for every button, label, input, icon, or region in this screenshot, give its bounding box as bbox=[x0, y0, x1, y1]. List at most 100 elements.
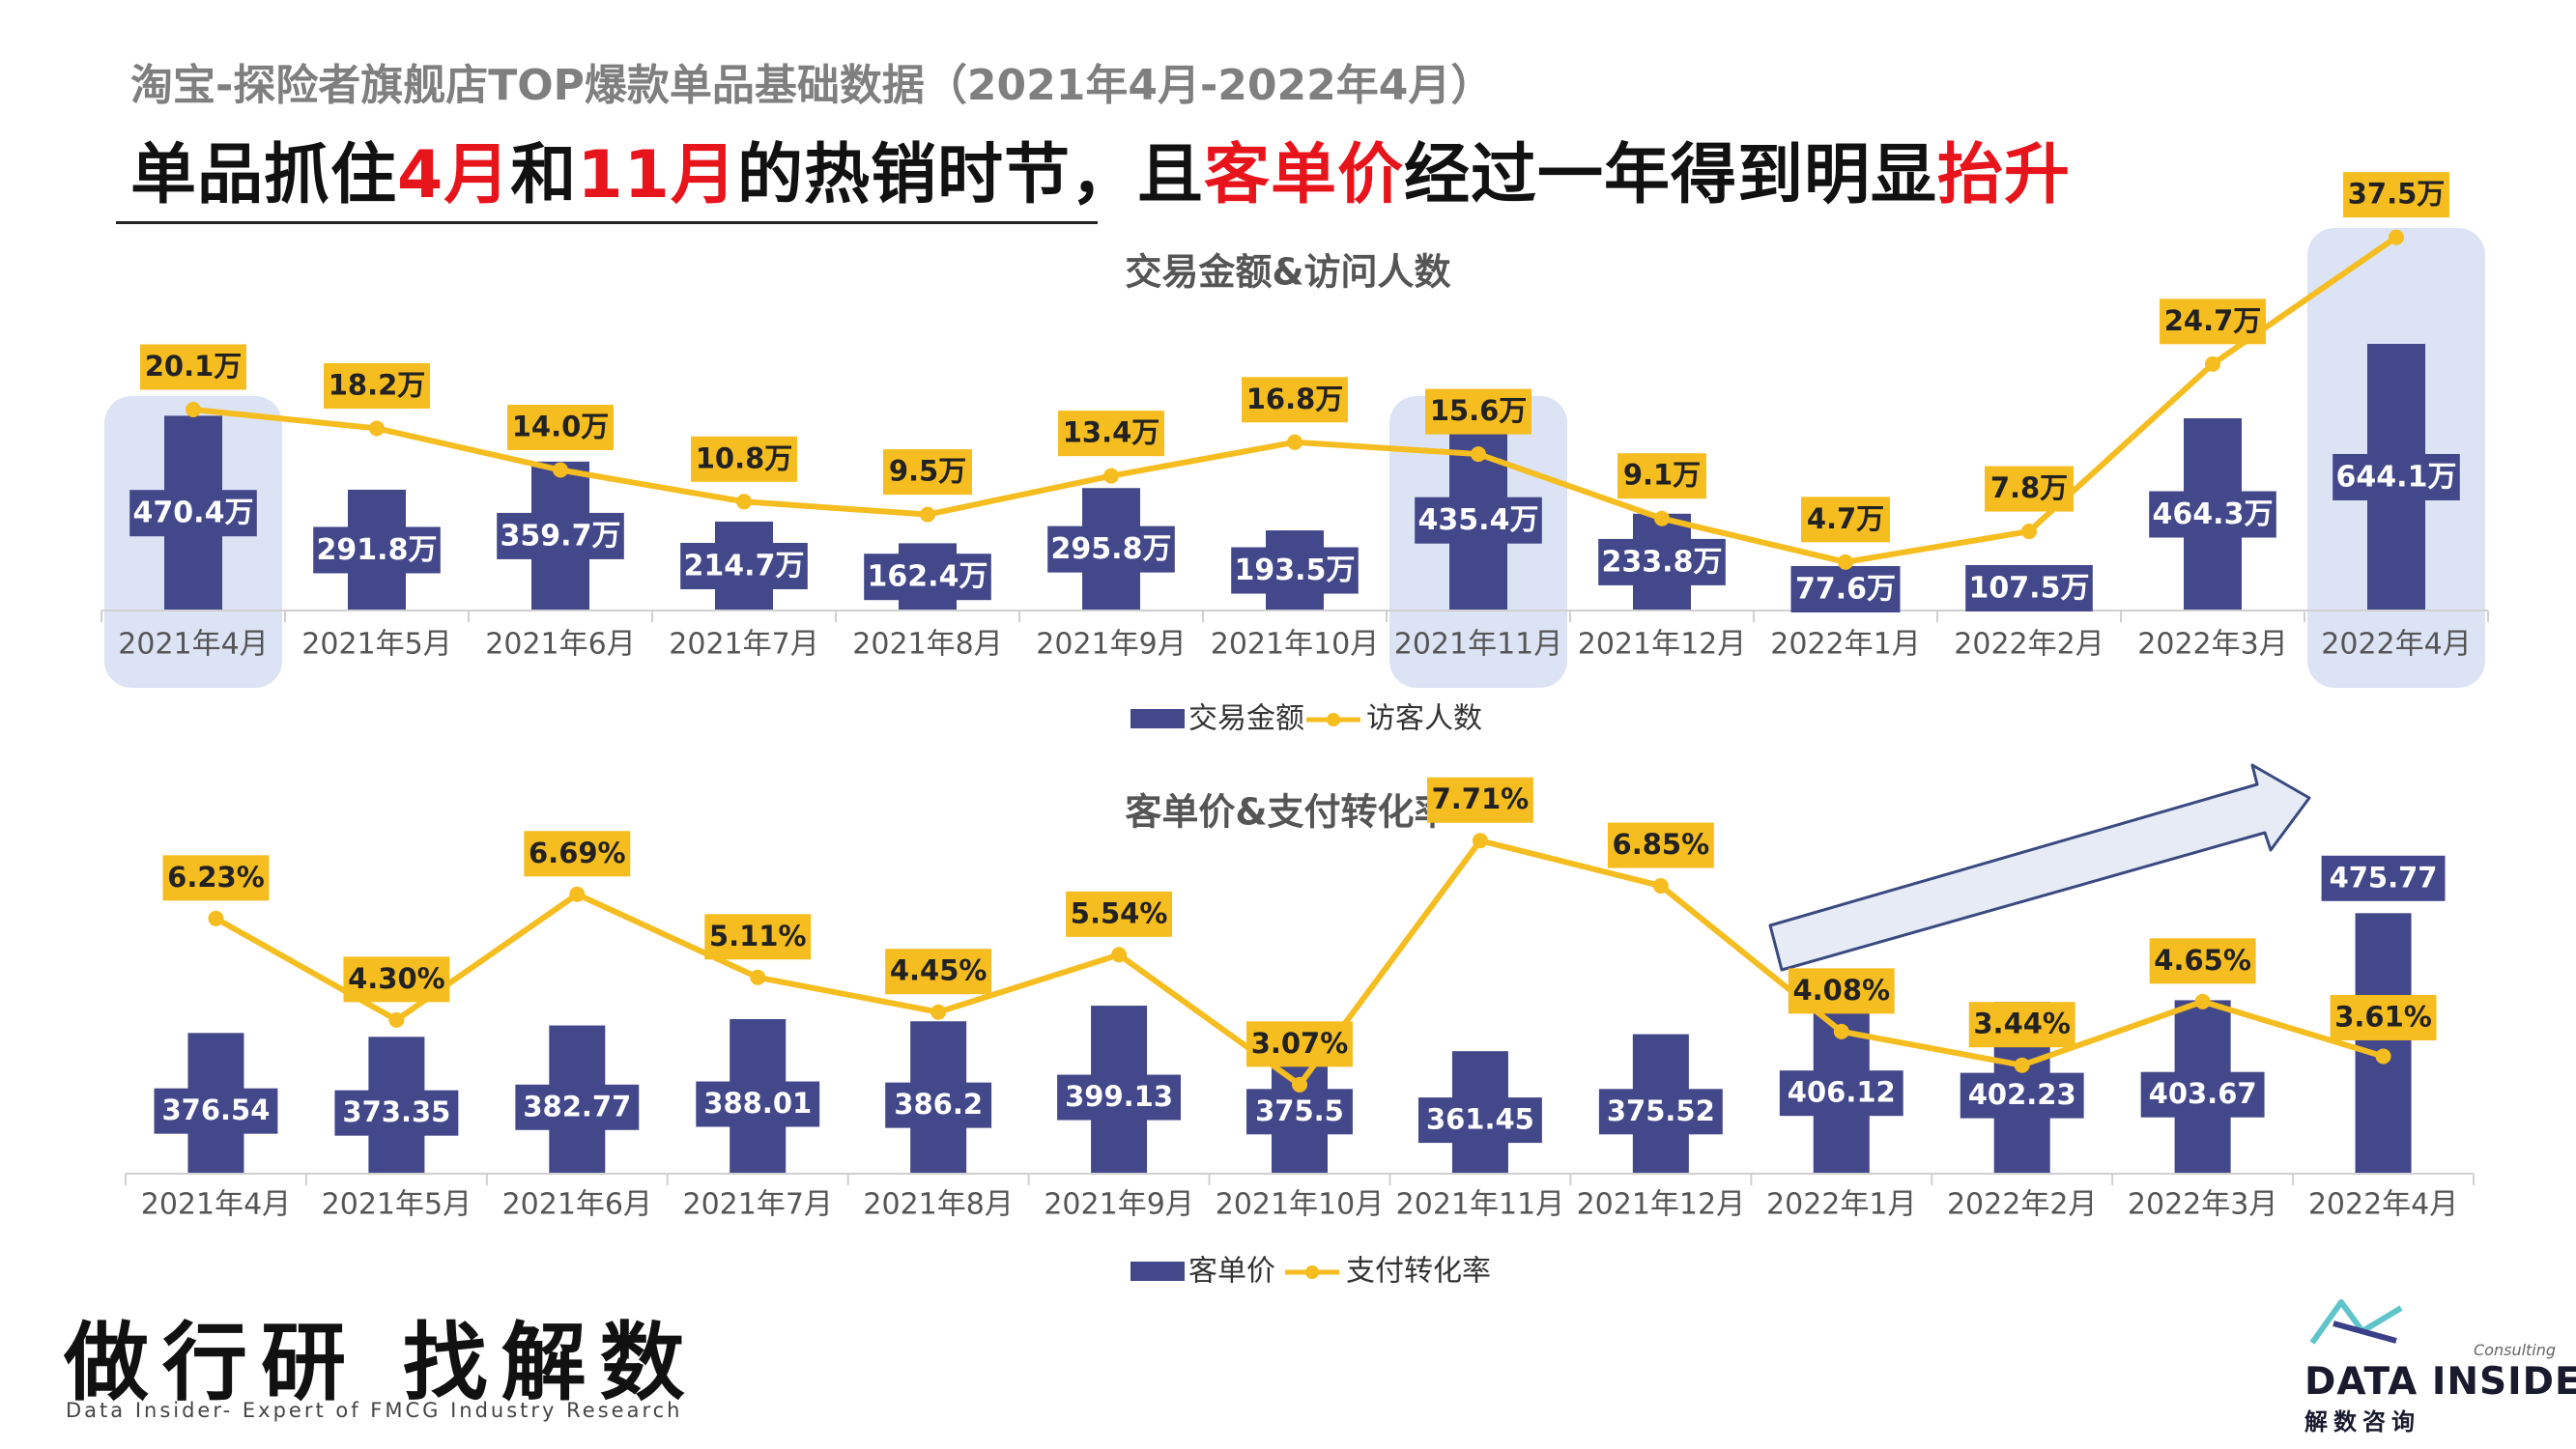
point-visitors bbox=[920, 506, 935, 523]
bar-value-label-text: 388.01 bbox=[703, 1087, 812, 1120]
bar-value-label: 375.52 bbox=[1598, 1089, 1723, 1135]
x-tick-label: 2021年12月 bbox=[1577, 1188, 1746, 1222]
chart2-title: 客单价&支付转化率 bbox=[1125, 791, 1450, 834]
bar-value-label: 376.54 bbox=[154, 1088, 278, 1134]
data-insider-logo-icon bbox=[2309, 1299, 2403, 1345]
point-conversion-rate bbox=[388, 1011, 405, 1028]
line-value-label-bg bbox=[324, 362, 430, 409]
x-tick-label: 2021年11月 bbox=[1396, 1188, 1565, 1222]
x-tick-label: 2021年7月 bbox=[669, 628, 818, 662]
bar-value-label-bg bbox=[313, 526, 441, 574]
line-value-label-bg bbox=[1788, 968, 1895, 1014]
bar-value-label: 399.13 bbox=[1057, 1074, 1182, 1121]
bar-value-label: 291.8万 bbox=[313, 526, 441, 574]
chart1-title: 交易金额&访问人数 bbox=[1125, 251, 1450, 294]
point-conversion-rate bbox=[2014, 1057, 2030, 1073]
point-conversion-rate bbox=[1292, 1076, 1307, 1093]
line-value-label-bg bbox=[2149, 938, 2256, 984]
line-value-label-text: 7.8万 bbox=[1990, 471, 2068, 504]
x-tick-label: 2021年9月 bbox=[1044, 1188, 1193, 1222]
line-value-label: 4.08% bbox=[1788, 968, 1895, 1014]
bar-value-label-text: 644.1万 bbox=[2336, 460, 2457, 494]
bar-unit-price bbox=[2355, 913, 2412, 1174]
headline-part: 抬升 bbox=[1937, 137, 2072, 213]
x-tick-label: 2021年10月 bbox=[1216, 1188, 1385, 1222]
bar-value-label: 475.77 bbox=[2321, 855, 2446, 901]
bar-value-label-bg bbox=[1417, 1097, 1542, 1144]
bar-value-label-text: 162.4万 bbox=[868, 560, 988, 594]
point-visitors bbox=[1103, 468, 1119, 484]
line-value-label-text: 14.0万 bbox=[512, 411, 610, 443]
headline-part: 的热销时节，且 bbox=[737, 137, 1205, 213]
bar-value-label: 373.35 bbox=[334, 1090, 459, 1136]
bar-value-label-bg bbox=[1779, 1070, 1903, 1117]
bar-value-label-text: 406.12 bbox=[1788, 1076, 1896, 1109]
bar-value-label-text: 291.8万 bbox=[317, 533, 438, 567]
line-value-label-text: 6.85% bbox=[1613, 828, 1710, 861]
line-value-label: 18.2万 bbox=[324, 362, 430, 409]
legend-label-trade: 交易金额 bbox=[1188, 702, 1304, 736]
line-value-label: 16.8万 bbox=[1242, 377, 1348, 423]
x-tick-label: 2021年12月 bbox=[1578, 628, 1747, 662]
line-value-label-bg bbox=[1607, 822, 1714, 868]
brand-name: DATA INSIDER bbox=[2304, 1360, 2576, 1404]
line-value-label-text: 9.1万 bbox=[1623, 459, 1701, 492]
point-visitors bbox=[1654, 510, 1670, 526]
bar-value-label-bg bbox=[864, 554, 991, 601]
line-value-label-bg bbox=[1801, 497, 1890, 543]
legend-label-conversion: 支付转化率 bbox=[1346, 1255, 1491, 1289]
brand-name-cn: 解数咨询 bbox=[2304, 1408, 2420, 1435]
bar-value-label-text: 386.2 bbox=[894, 1088, 983, 1121]
bar-value-label: 382.77 bbox=[515, 1084, 640, 1130]
bar-value-label: 388.01 bbox=[696, 1081, 820, 1127]
headline-part: 4月 bbox=[397, 137, 511, 213]
x-tick-label: 2022年3月 bbox=[2128, 1188, 2277, 1222]
point-visitors bbox=[1838, 554, 1853, 570]
x-tick-label: 2022年4月 bbox=[2321, 628, 2471, 662]
bar-value-label: 107.5万 bbox=[1965, 564, 2093, 611]
bar-value-label-text: 403.67 bbox=[2149, 1077, 2257, 1110]
line-value-label: 13.4万 bbox=[1058, 411, 1164, 457]
line-value-label: 9.1万 bbox=[1617, 453, 1706, 499]
bar-value-label-bg bbox=[515, 1084, 640, 1130]
line-value-label-text: 3.61% bbox=[2334, 1000, 2432, 1033]
x-tick-label: 2021年9月 bbox=[1036, 628, 1186, 662]
line-value-label-text: 3.44% bbox=[1973, 1008, 2071, 1040]
point-conversion-rate bbox=[750, 969, 766, 985]
bar-value-label-bg bbox=[154, 1088, 278, 1134]
headline-part: 客单价 bbox=[1204, 137, 1405, 213]
bar-value-label-text: 361.45 bbox=[1426, 1103, 1534, 1136]
line-value-label-text: 4.7万 bbox=[1807, 502, 1884, 535]
line-value-label-bg bbox=[704, 914, 812, 960]
line-value-label-bg bbox=[883, 449, 972, 496]
line-value-label-bg bbox=[2330, 994, 2437, 1040]
bar-value-label: 402.23 bbox=[1960, 1072, 2084, 1119]
line-value-label: 10.8万 bbox=[691, 436, 797, 482]
point-conversion-rate bbox=[2194, 993, 2211, 1009]
bar-value-label-bg bbox=[334, 1090, 459, 1136]
headline-part: 11月 bbox=[577, 137, 737, 213]
x-tick-label: 2021年7月 bbox=[683, 1188, 833, 1222]
line-value-label-bg bbox=[1066, 891, 1173, 937]
line-value-label-text: 13.4万 bbox=[1063, 416, 1160, 449]
point-visitors bbox=[1471, 446, 1486, 463]
line-value-label: 24.7万 bbox=[2160, 298, 2266, 345]
legend-swatch-trade bbox=[1131, 709, 1185, 728]
bar-value-label-bg bbox=[2149, 491, 2276, 538]
x-tick-label: 2021年11月 bbox=[1394, 628, 1563, 662]
bar-value-label: 233.8万 bbox=[1598, 538, 1726, 585]
bar-value-label-bg bbox=[680, 542, 808, 589]
bar-value-label-text: 402.23 bbox=[1968, 1078, 2076, 1111]
line-value-label-text: 4.45% bbox=[890, 954, 987, 987]
bar-value-label: 406.12 bbox=[1779, 1070, 1903, 1117]
bar-value-label: 386.2 bbox=[885, 1082, 992, 1128]
chart2-legend: 客单价 支付转化率 bbox=[1131, 1255, 1491, 1289]
footer-slogan: 做行研 找解数 bbox=[64, 1312, 699, 1412]
bar-value-label-bg bbox=[1790, 566, 1901, 612]
line-value-label-text: 4.65% bbox=[2154, 944, 2251, 977]
bar-value-label-bg bbox=[1047, 526, 1175, 573]
bar-value-label-text: 435.4万 bbox=[1418, 503, 1539, 537]
bar-value-label: 403.67 bbox=[2140, 1071, 2265, 1118]
legend-label-visitors: 访客人数 bbox=[1366, 702, 1482, 736]
line-value-label: 7.71% bbox=[1426, 777, 1533, 823]
